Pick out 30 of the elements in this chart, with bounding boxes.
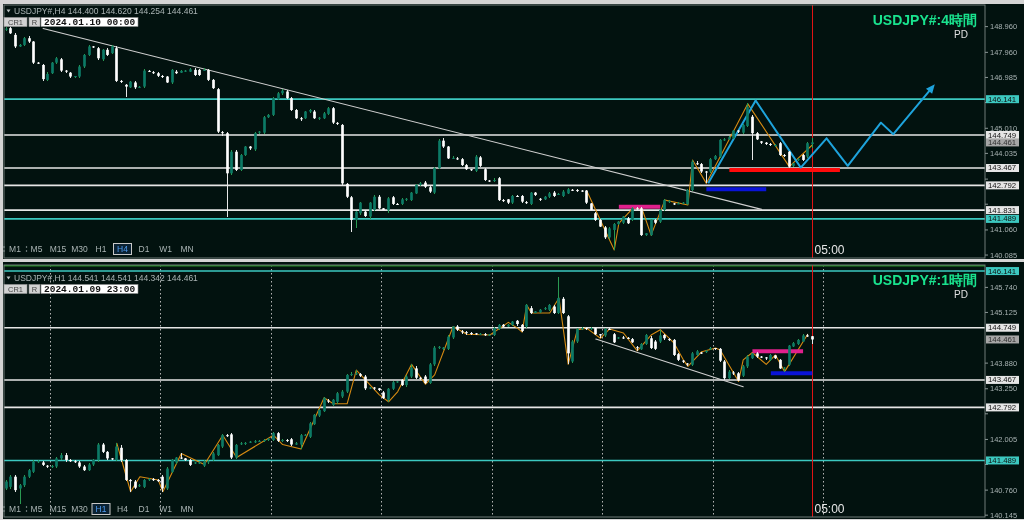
annotation: H4	[117, 504, 129, 514]
annotation: D1	[138, 504, 150, 514]
date-field: 2024.01.09 23:00	[40, 283, 139, 295]
annotation: M15	[49, 244, 67, 254]
annotation: W1	[159, 244, 173, 254]
text: USDJPY#:4時間	[872, 12, 977, 28]
annotation: 05:00	[814, 501, 845, 516]
annotation: H1	[95, 504, 107, 514]
annotation: M1	[9, 504, 22, 514]
timeframe-button: H4	[113, 243, 132, 255]
annotation: USDJPY#,H4 144.400 144.620 144.254 144.461	[14, 6, 199, 16]
timeframe-button: H1	[91, 503, 111, 515]
annotation: 05:00	[814, 242, 845, 257]
annotation: W1	[159, 504, 173, 514]
annotation: M5	[30, 504, 43, 514]
annotation: M15	[49, 504, 67, 514]
annotation: USDJPY#,H1 144.541 144.541 144.342 144.461	[14, 273, 199, 283]
text: USDJPY#:1時間	[872, 272, 977, 288]
annotation: M30	[71, 504, 89, 514]
annotation: D1	[138, 244, 150, 254]
text: PD	[954, 289, 968, 300]
text: PD	[954, 29, 968, 40]
date-field: 2024.01.10 00:00	[40, 16, 139, 28]
annotation: M5	[30, 244, 43, 254]
annotation: M1	[9, 244, 22, 254]
annotation: MN	[180, 504, 194, 514]
annotation: M30	[71, 244, 89, 254]
annotation: MN	[180, 244, 194, 254]
annotation: H1	[95, 244, 107, 254]
annotation: H4	[117, 244, 129, 254]
